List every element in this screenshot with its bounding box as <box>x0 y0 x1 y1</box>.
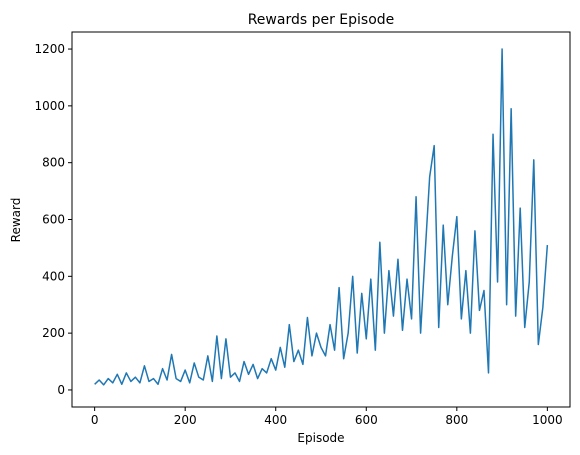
x-tick-label: 200 <box>174 413 197 427</box>
plot-area <box>94 48 549 386</box>
chart-title: Rewards per Episode <box>248 12 395 28</box>
x-tick-label: 400 <box>264 413 287 427</box>
y-tick-label: 800 <box>42 156 65 170</box>
x-axis: 0 200 400 600 800 1000 <box>91 407 563 427</box>
x-tick-label: 600 <box>355 413 378 427</box>
y-tick-label: 1200 <box>34 42 65 56</box>
y-tick-label: 400 <box>42 269 65 283</box>
x-tick-label: 1000 <box>532 413 563 427</box>
series-line-0 <box>94 48 549 386</box>
y-axis-title: Reward <box>9 198 23 243</box>
y-tick-label: 600 <box>42 213 65 227</box>
x-axis-title: Episode <box>297 431 344 445</box>
y-tick-label: 1000 <box>34 99 65 113</box>
x-tick-label: 800 <box>445 413 468 427</box>
y-axis: 0 200 400 600 800 1000 1200 <box>34 42 72 397</box>
y-tick-label: 0 <box>57 383 65 397</box>
x-tick-label: 0 <box>91 413 99 427</box>
y-tick-label: 200 <box>42 326 65 340</box>
